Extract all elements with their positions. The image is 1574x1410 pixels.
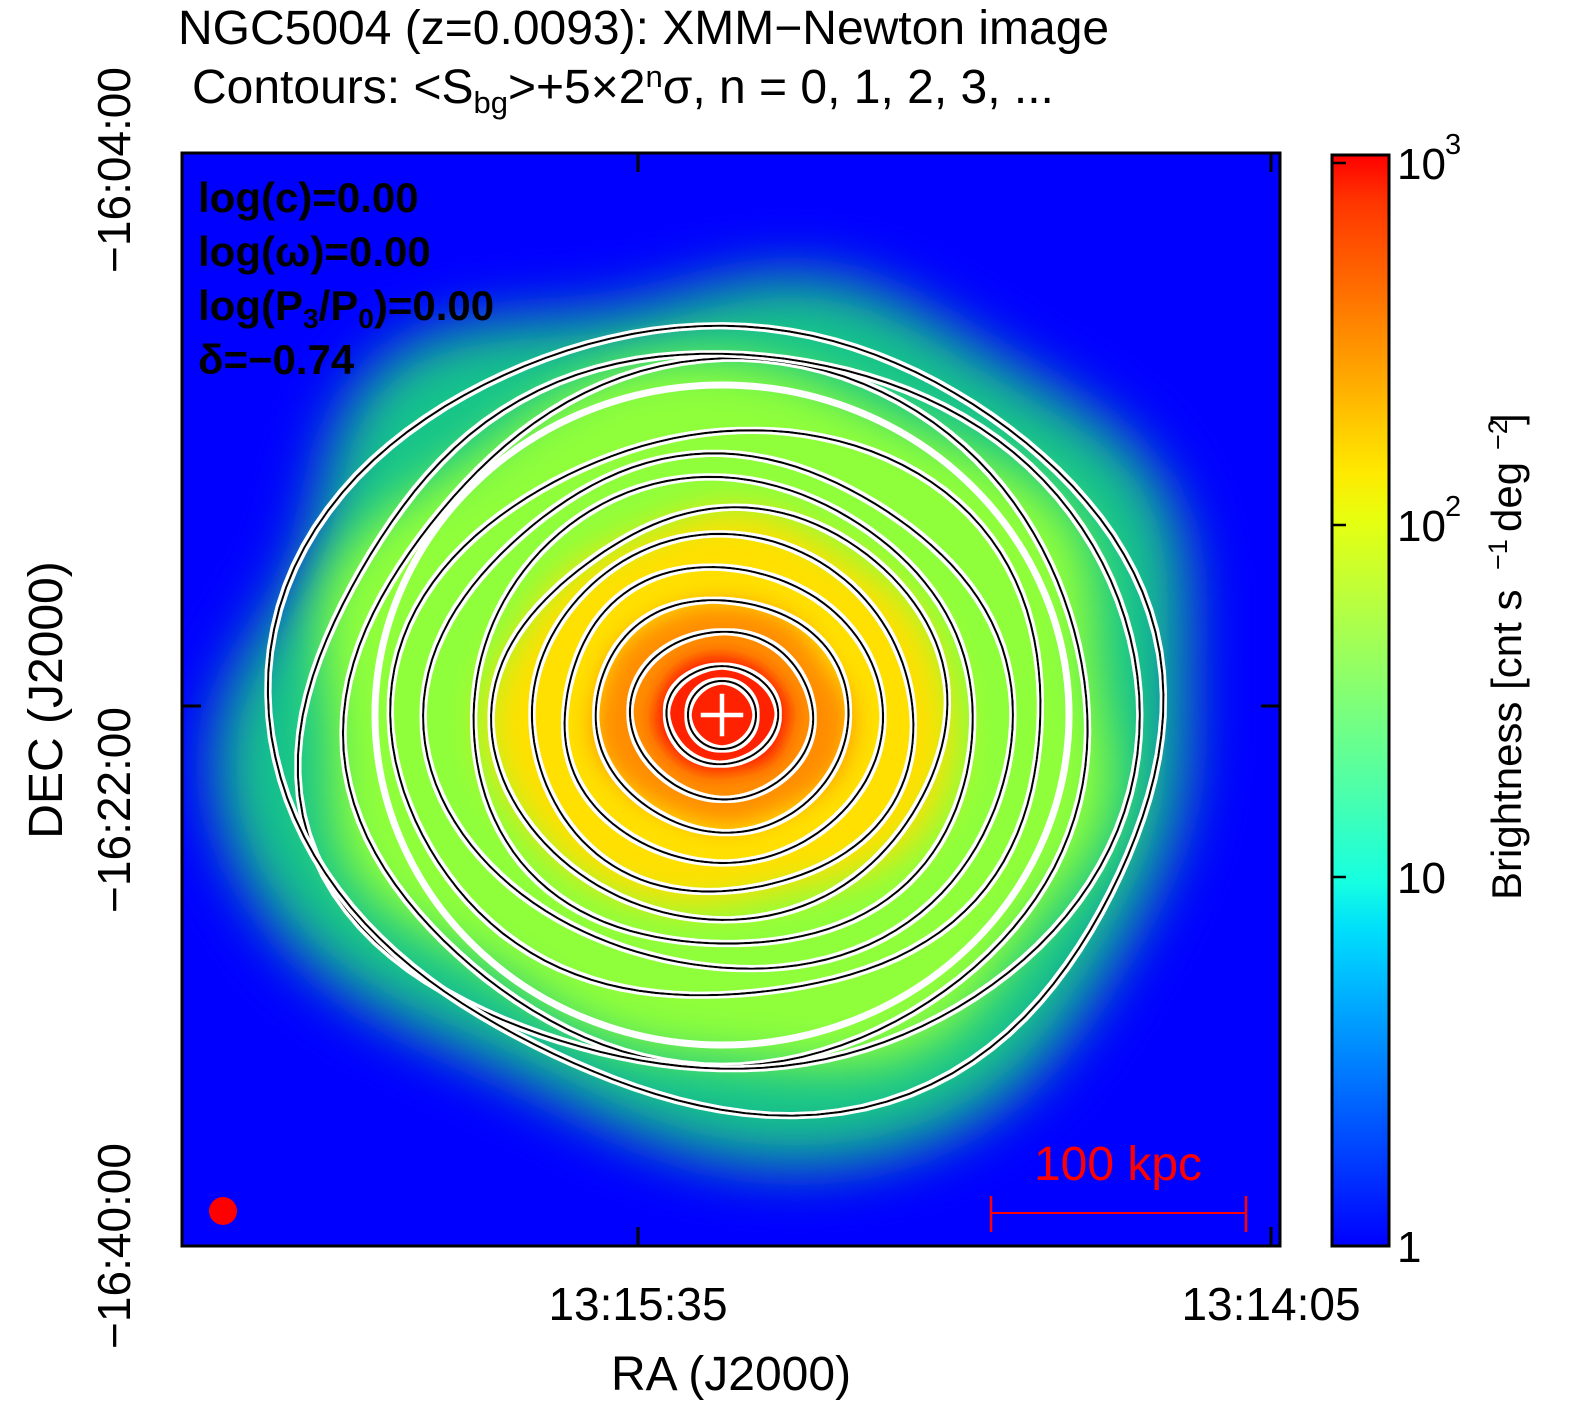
svg-text:100 kpc: 100 kpc <box>1034 1138 1202 1191</box>
svg-text:Contours: <Sbg>+5×2nσ, n = 0,: Contours: <Sbg>+5×2nσ, n = 0, 1, 2, 3, .… <box>192 59 1054 120</box>
svg-text:10: 10 <box>1397 502 1446 551</box>
svg-text:log(P3/P0)=0.00: log(P3/P0)=0.00 <box>198 282 494 334</box>
svg-text:DEC (J2000): DEC (J2000) <box>20 561 73 838</box>
svg-text:3: 3 <box>1445 129 1461 161</box>
svg-text:13:14:05: 13:14:05 <box>1181 1278 1360 1330</box>
svg-text:1: 1 <box>1397 1223 1421 1272</box>
svg-text:13:15:35: 13:15:35 <box>548 1278 727 1330</box>
svg-text:−16:22:00: −16:22:00 <box>88 707 140 913</box>
svg-text:log(c)=0.00: log(c)=0.00 <box>198 174 419 221</box>
svg-text:δ=−0.74: δ=−0.74 <box>198 336 355 383</box>
svg-text:2: 2 <box>1445 491 1461 523</box>
svg-text:]: ] <box>1483 413 1530 425</box>
svg-text:10: 10 <box>1397 140 1446 189</box>
svg-text:−16:04:00: −16:04:00 <box>88 67 140 273</box>
svg-text:RA (J2000): RA (J2000) <box>611 1348 851 1401</box>
svg-text:log(ω)=0.00: log(ω)=0.00 <box>198 228 431 275</box>
svg-text:NGC5004 (z=0.0093): XMM−Newton: NGC5004 (z=0.0093): XMM−Newton image <box>178 2 1109 55</box>
svg-text:10: 10 <box>1397 854 1446 903</box>
svg-text:deg: deg <box>1483 462 1530 532</box>
svg-text:−16:40:00: −16:40:00 <box>88 1143 140 1349</box>
svg-text:−1: −1 <box>1483 539 1513 570</box>
svg-text:Brightness [cnt s: Brightness [cnt s <box>1483 590 1530 900</box>
